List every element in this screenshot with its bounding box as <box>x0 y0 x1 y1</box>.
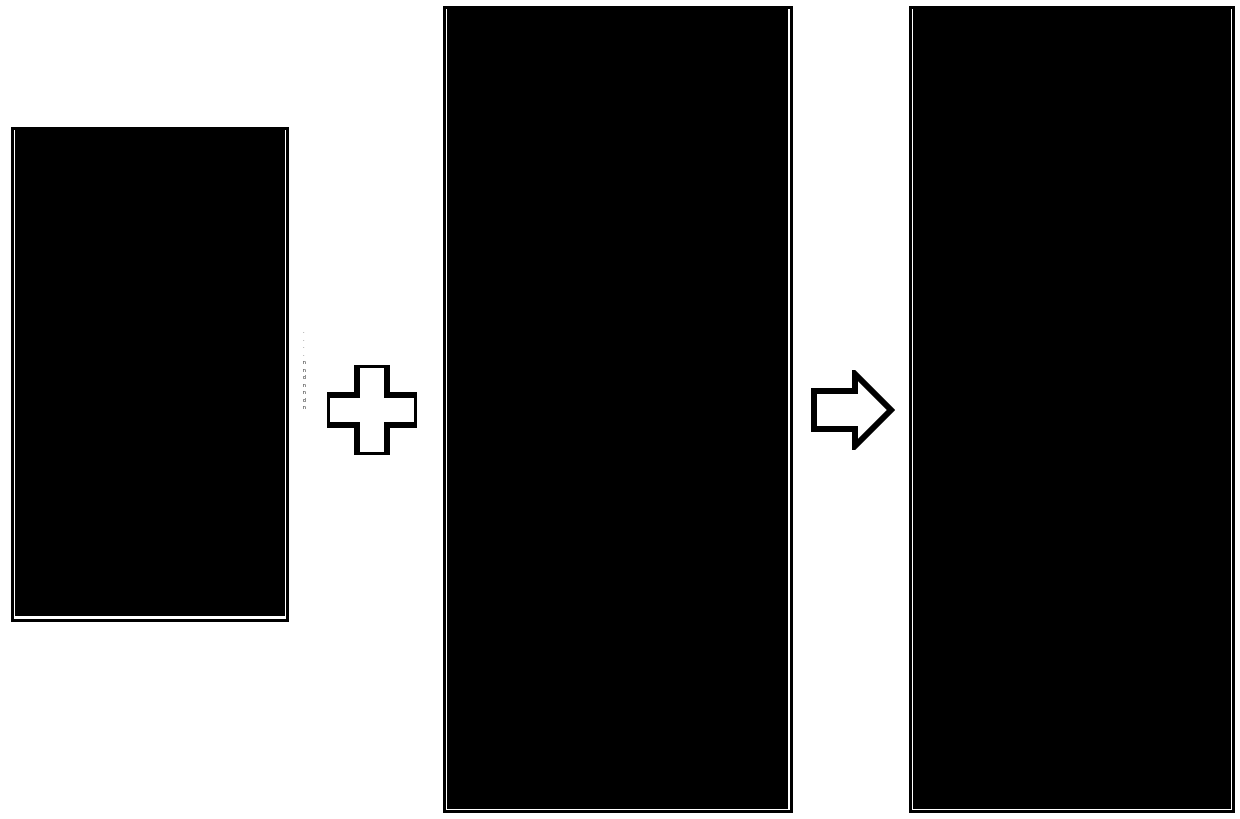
left-rect <box>15 130 285 616</box>
right-rect <box>913 9 1231 809</box>
diagram-canvas: ····nndnndn <box>0 0 1240 819</box>
middle-rect <box>447 9 788 809</box>
microtext-column: ····nndnndn <box>303 330 306 413</box>
plus-icon <box>327 365 417 455</box>
arrow-right-icon <box>810 370 895 450</box>
